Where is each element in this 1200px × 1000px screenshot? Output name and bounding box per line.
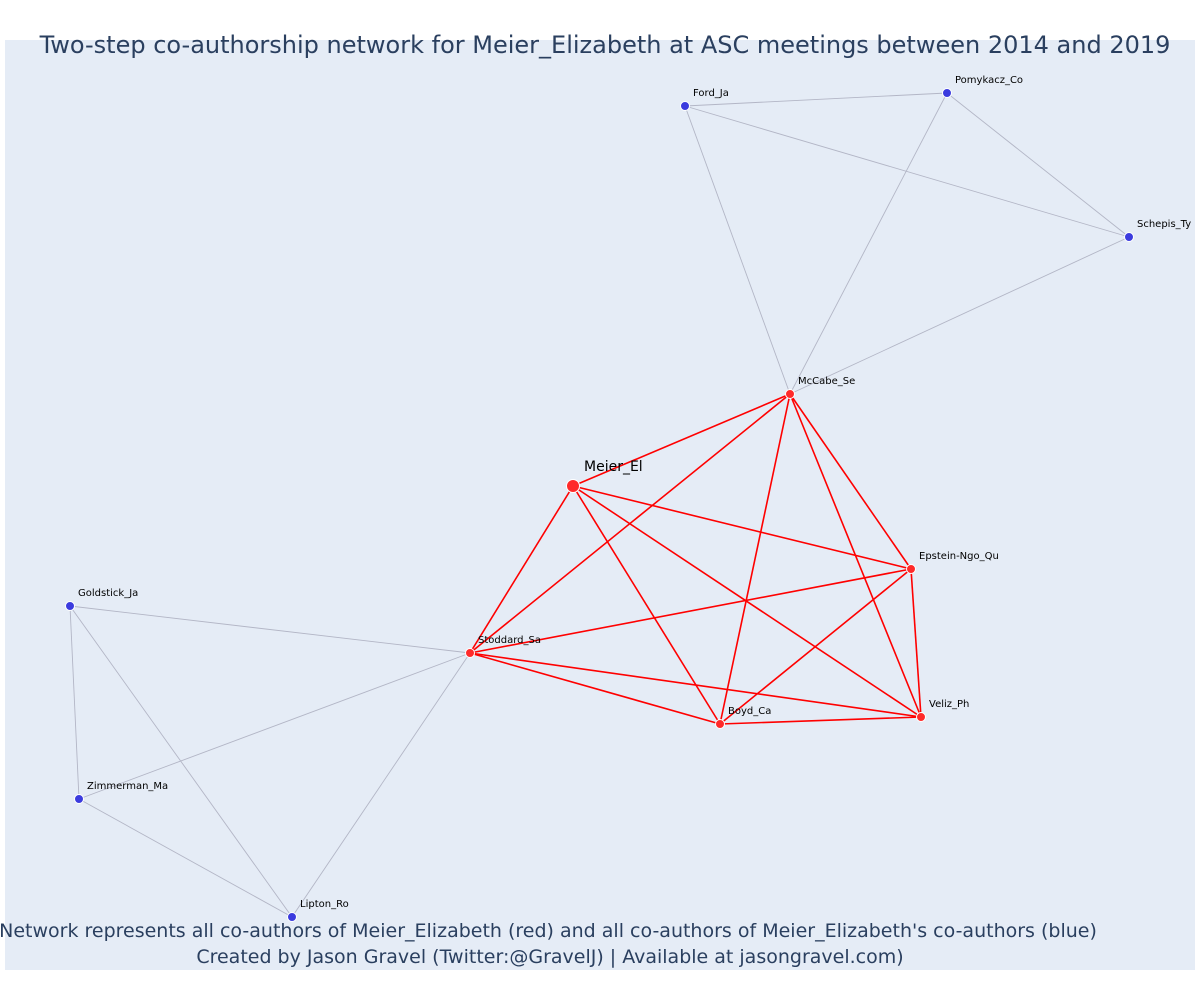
edge-Stoddard_Sa-Goldstick_Ja [69, 605, 471, 654]
node-label-Schepis_Ty: Schepis_Ty [1137, 219, 1191, 230]
node-Lipton_Ro[interactable] [287, 912, 297, 922]
footer-line-1: Network represents all co-authors of Mei… [0, 920, 1097, 942]
node-layer [65, 88, 1134, 922]
node-label-Boyd_Ca: Boyd_Ca [728, 706, 771, 717]
edge-Meier_El-McCabe_Se [572, 393, 791, 487]
edge-Zimmerman_Ma-Lipton_Ro [78, 798, 293, 918]
node-Pomykacz_Co[interactable] [942, 88, 952, 98]
edge-Ford_Ja-Pomykacz_Co [684, 92, 948, 107]
node-Ford_Ja[interactable] [680, 101, 690, 111]
node-label-Ford_Ja: Ford_Ja [693, 88, 729, 99]
plot-background [5, 40, 1195, 970]
edge-McCabe_Se-Epstein-Ngo_Qu [789, 393, 912, 570]
label-layer: Meier_El McCabe_Se Epstein-Ngo_Qu Stoddard_… [78, 75, 1191, 910]
edge-McCabe_Se-Ford_Ja [684, 105, 791, 395]
node-Epstein-Ngo_Qu[interactable] [906, 564, 916, 574]
edge-Epstein-Ngo_Qu-Boyd_Ca [719, 568, 912, 725]
node-label-Pomykacz_Co: Pomykacz_Co [955, 75, 1023, 86]
node-Goldstick_Ja[interactable] [65, 601, 75, 611]
node-label-Epstein-Ngo_Qu: Epstein-Ngo_Qu [919, 551, 999, 562]
node-label-Veliz_Ph: Veliz_Ph [929, 699, 969, 710]
node-label-Meier_El: Meier_El [584, 459, 643, 475]
edge-McCabe_Se-Veliz_Ph [789, 393, 922, 718]
edge-McCabe_Se-Pomykacz_Co [789, 92, 948, 395]
node-label-Goldstick_Ja: Goldstick_Ja [78, 588, 138, 599]
node-Boyd_Ca[interactable] [715, 719, 725, 729]
node-label-Zimmerman_Ma: Zimmerman_Ma [87, 781, 168, 792]
edge-Ford_Ja-Schepis_Ty [684, 105, 1130, 238]
node-label-McCabe_Se: McCabe_Se [798, 376, 855, 387]
node-Veliz_Ph[interactable] [916, 712, 926, 722]
edge-Epstein-Ngo_Qu-Veliz_Ph [910, 568, 922, 718]
footer-line-2: Created by Jason Gravel (Twitter:@Gravel… [196, 946, 903, 968]
edge-Pomykacz_Co-Schepis_Ty [946, 92, 1130, 238]
edge-Goldstick_Ja-Zimmerman_Ma [69, 605, 80, 800]
edge-McCabe_Se-Schepis_Ty [789, 236, 1130, 395]
edge-Stoddard_Sa-Lipton_Ro [291, 652, 471, 918]
edge-Meier_El-Stoddard_Sa [469, 485, 574, 654]
node-label-Lipton_Ro: Lipton_Ro [300, 899, 349, 910]
edge-Stoddard_Sa-Veliz_Ph [469, 652, 922, 718]
edge-Boyd_Ca-Veliz_Ph [719, 716, 922, 725]
edge-McCabe_Se-Boyd_Ca [719, 393, 791, 725]
edge-layer [69, 92, 1130, 918]
chart-title: Two-step co-authorship network for Meier… [39, 31, 1171, 59]
node-McCabe_Se[interactable] [785, 389, 795, 399]
edge-Epstein-Ngo_Qu-Stoddard_Sa [469, 568, 912, 654]
edge-Goldstick_Ja-Lipton_Ro [69, 605, 293, 918]
edge-Stoddard_Sa-Boyd_Ca [469, 652, 721, 725]
node-Zimmerman_Ma[interactable] [74, 794, 84, 804]
edge-Stoddard_Sa-Zimmerman_Ma [78, 652, 471, 800]
node-Meier_El[interactable] [566, 479, 580, 493]
edge-McCabe_Se-Stoddard_Sa [469, 393, 791, 654]
edge-Meier_El-Veliz_Ph [572, 485, 922, 718]
node-Schepis_Ty[interactable] [1124, 232, 1134, 242]
node-label-Stoddard_Sa: Stoddard_Sa [478, 635, 541, 646]
node-Stoddard_Sa[interactable] [465, 648, 475, 658]
